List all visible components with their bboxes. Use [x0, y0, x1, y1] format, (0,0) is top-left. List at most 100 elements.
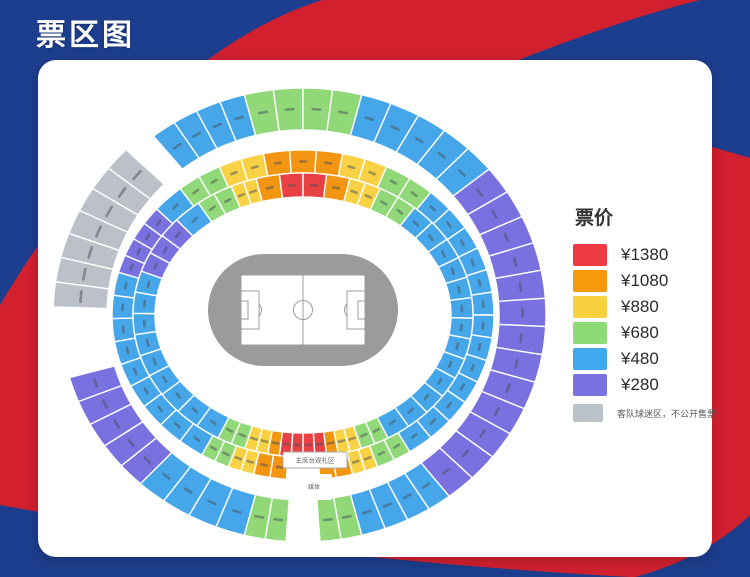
- seat-block-code-text: [351, 459, 360, 464]
- legend-title: 票价: [575, 208, 614, 229]
- seat-block-code-text: [421, 482, 431, 489]
- seat-block-code-text: [476, 188, 484, 198]
- seat-block-code-text: [368, 170, 376, 176]
- seat-block-code-text: [310, 183, 319, 187]
- seat-block-code-text: [382, 502, 393, 508]
- legend-price-label: ¥480: [621, 349, 659, 368]
- ticket-map-card: 主席台观礼区 媒体 票价 ¥1380 ¥1080 ¥880 ¥680 ¥480 ¥280 客队…: [38, 60, 716, 557]
- seat-block-code-text: [440, 250, 446, 258]
- seat-block-code-text: [224, 197, 232, 204]
- seat-block-code-text: [95, 225, 102, 238]
- seat-block-code-text: [514, 358, 519, 369]
- seat-block-code-text: [142, 319, 146, 328]
- seat-block-code-text: [271, 441, 280, 445]
- seat-block-code-text: [132, 367, 138, 376]
- seat-block-code-text: [207, 499, 217, 506]
- legend-color-swatch: [573, 244, 607, 266]
- seat-block-code-text: [249, 189, 258, 194]
- legend-row-1: ¥1080: [573, 270, 748, 292]
- seat-block-code-text: [503, 232, 510, 243]
- seat-block-code-text: [172, 203, 179, 210]
- seat-block-code-text: [458, 168, 466, 177]
- seat-block-code-text: [477, 279, 482, 288]
- seat-block-code-text: [260, 439, 269, 444]
- seat-block-code-text: [389, 179, 397, 185]
- seat-block-code-text: [423, 393, 430, 401]
- seat-block-code-text: [210, 178, 218, 185]
- seat-block-code-text: [143, 456, 152, 465]
- seat-block-code-text: [259, 462, 268, 467]
- seat-block-code-text: [125, 346, 130, 355]
- seat-block-code-text: [93, 377, 99, 388]
- seat-block-code-text: [363, 456, 372, 461]
- seat-block-code-text: [481, 300, 485, 309]
- seat-block-code-text: [429, 418, 437, 425]
- seat-block-code-text: [479, 429, 487, 438]
- legend-rows: ¥1380 ¥1080 ¥880 ¥680 ¥480 ¥280 客队球迷区，不公开售票: [573, 244, 748, 422]
- seat-block-code-text: [258, 110, 268, 115]
- seat-block-code-text: [232, 509, 242, 514]
- seat-block-code-text: [326, 441, 335, 445]
- seat-block-code-text: [79, 289, 83, 303]
- seat-block-code-text: [155, 219, 162, 227]
- seat-block-code-text: [315, 442, 324, 446]
- seat-block-code-text: [380, 200, 388, 206]
- seat-block-code-text: [222, 451, 230, 457]
- seat-block-code-text: [121, 303, 125, 312]
- seat-block-code-text: [337, 439, 346, 444]
- seat-block-code-text: [460, 304, 464, 313]
- seat-block-code-text: [136, 247, 142, 256]
- legend-price-label: 客队球迷区，不公开售票: [617, 408, 717, 419]
- seat-block-code-text: [113, 419, 121, 429]
- seat-block-code-text: [360, 432, 368, 438]
- legend-price-label: ¥280: [621, 375, 659, 394]
- seat-block-code-text: [273, 517, 284, 522]
- seat-block-code-text: [377, 450, 386, 456]
- seat-block-code-text: [132, 169, 142, 181]
- seat-block-code-text: [175, 392, 182, 400]
- seat-block-code-text: [153, 262, 158, 271]
- seat-block-code-text: [284, 107, 295, 111]
- seat-block-code-text: [364, 116, 375, 122]
- seat-block-code-text: [123, 281, 128, 290]
- seat-block-code-text: [350, 189, 358, 195]
- seat-block-code-text: [461, 449, 470, 458]
- seat-block-code-text: [230, 170, 238, 176]
- football-pitch: [240, 274, 366, 346]
- seat-block-code-text: [390, 125, 400, 131]
- seat-block-code-text: [162, 375, 168, 384]
- legend-price-label: ¥680: [621, 323, 659, 342]
- seat-block-code-text: [249, 436, 258, 441]
- seat-block-code-text: [518, 282, 523, 292]
- seat-block-code-text: [254, 514, 265, 519]
- seat-block-code-text: [143, 387, 149, 395]
- seat-block-code-text: [282, 442, 291, 446]
- seat-block-white: [285, 498, 321, 543]
- seat-block-code-text: [192, 131, 202, 138]
- seat-block-code-text: [146, 280, 151, 289]
- seat-block-code-text: [414, 137, 424, 144]
- seat-block-code-text: [441, 467, 450, 476]
- seat-block-code-text: [299, 160, 307, 163]
- price-legend: 票价 ¥1380 ¥1080 ¥880 ¥680 ¥480 ¥280 客队球迷区，不公开售票: [573, 203, 748, 426]
- seat-block-code-text: [402, 493, 412, 500]
- legend-price-label: ¥880: [621, 297, 659, 316]
- legend-row-5: ¥280: [573, 374, 748, 396]
- seat-block-code-text: [457, 285, 461, 294]
- seat-block-code-text: [273, 161, 282, 165]
- seat-block-code-text: [208, 205, 216, 212]
- seat-block-code-text: [427, 234, 434, 242]
- seat-block-code-text: [347, 165, 356, 170]
- seat-block-code-text: [225, 427, 234, 433]
- rostrum-box: 主席台观礼区: [282, 451, 348, 469]
- seat-block-code-text: [437, 151, 446, 160]
- legend-color-swatch: [573, 296, 607, 318]
- seat-block-code-text: [493, 406, 500, 417]
- seat-block-code-text: [209, 419, 217, 426]
- legend-price-label: ¥1080: [621, 271, 669, 290]
- seat-block-code-text: [275, 465, 284, 469]
- background-navy-bottom-left: [0, 505, 630, 577]
- seat-block-code-text: [105, 205, 114, 218]
- seat-block-code-text: [117, 186, 127, 199]
